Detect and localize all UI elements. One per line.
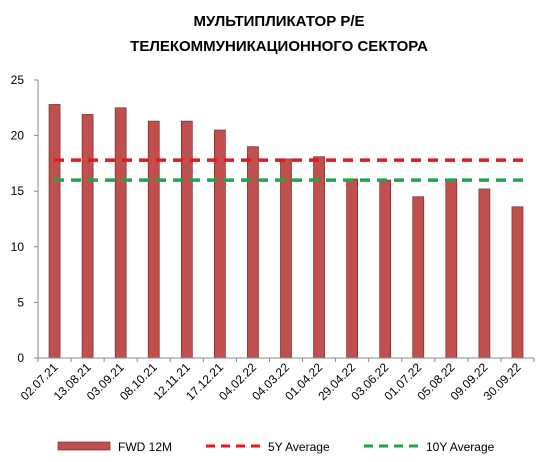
bar-09.09.22 xyxy=(478,188,491,359)
bar-series xyxy=(48,104,524,359)
legend-swatch-fwd xyxy=(57,441,111,451)
x-axis-ticks: 02.07.2113.08.2103.09.2108.10.2112.11.21… xyxy=(18,358,535,403)
bar-05.08.22 xyxy=(445,178,458,359)
bar-03.09.21 xyxy=(114,107,127,359)
y-tick-label: 25 xyxy=(11,73,25,87)
bar-02.07.21 xyxy=(48,104,61,359)
bar-12.11.21 xyxy=(180,120,193,359)
bar-08.10.21 xyxy=(147,120,160,359)
y-axis-ticks: 0 5 10 15 20 25 xyxy=(11,73,38,365)
y-tick-label: 15 xyxy=(11,184,25,198)
bar-30.09.22 xyxy=(511,206,524,359)
legend: FWD 12M 5Y Average 10Y Average xyxy=(57,440,495,454)
y-tick-label: 20 xyxy=(11,129,25,143)
bar-04.03.22 xyxy=(280,158,292,359)
bar-01.04.22 xyxy=(313,156,325,359)
y-tick-label: 5 xyxy=(17,295,24,309)
bar-03.06.22 xyxy=(379,179,392,359)
bar-01.07.22 xyxy=(412,196,425,359)
reference-lines xyxy=(54,158,526,182)
chart-title-line-2: ТЕЛЕКОММУНИКАЦИОННОГО СЕКТОРА xyxy=(130,38,428,55)
bar-17.12.21 xyxy=(214,129,226,359)
legend-label-fwd: FWD 12M xyxy=(118,440,172,454)
x-tick-label: 30.09.22 xyxy=(481,360,524,403)
bar-29.04.22 xyxy=(346,178,358,359)
legend-label-10y: 10Y Average xyxy=(426,440,495,454)
legend-label-5y: 5Y Average xyxy=(268,440,330,454)
chart-title-line-1: МУЛЬТИПЛИКАТОР P/E xyxy=(193,13,364,30)
bar-13.08.21 xyxy=(81,114,94,359)
y-tick-label: 0 xyxy=(17,351,24,365)
y-tick-label: 10 xyxy=(11,240,25,254)
